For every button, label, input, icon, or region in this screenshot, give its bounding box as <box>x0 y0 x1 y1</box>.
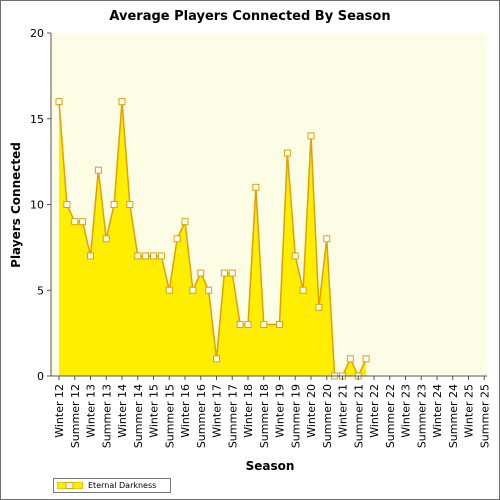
data-point-marker <box>228 269 236 277</box>
x-tick-label: Winter 12 <box>53 384 66 438</box>
data-point-marker <box>346 355 354 363</box>
x-tick-label: Winter 15 <box>148 384 161 438</box>
x-tick-label: Summer 15 <box>163 384 176 448</box>
data-point-marker <box>252 183 260 191</box>
x-tick-label: Winter 22 <box>368 384 381 438</box>
data-point-marker <box>220 269 228 277</box>
data-point-marker <box>134 252 142 260</box>
data-point-marker <box>79 218 87 226</box>
x-tick-label: Summer 24 <box>447 384 460 448</box>
x-tick-label: Summer 12 <box>69 384 82 448</box>
x-tick-label: Summer 13 <box>100 384 113 448</box>
data-point-marker <box>63 201 71 208</box>
legend-label: Eternal Darkness <box>88 481 157 490</box>
data-point-marker <box>181 218 189 226</box>
x-tick-label: Winter 14 <box>116 384 129 438</box>
data-point-marker <box>205 286 213 294</box>
x-tick-label: Winter 25 <box>463 384 476 438</box>
x-tick-label: Summer 19 <box>289 384 302 448</box>
legend: Eternal Darkness <box>53 478 171 493</box>
data-point-marker <box>118 98 126 106</box>
data-point-marker <box>283 149 291 157</box>
data-point-marker <box>315 303 323 311</box>
data-point-marker <box>299 286 307 294</box>
y-axis-label: Players Connected <box>9 142 23 268</box>
data-point-marker <box>165 286 173 294</box>
data-point-marker <box>276 321 283 329</box>
data-point-marker <box>362 355 370 363</box>
x-tick-label: Winter 24 <box>431 384 444 438</box>
data-point-marker <box>126 201 134 208</box>
data-point-marker <box>157 252 165 260</box>
x-tick-label: Winter 18 <box>242 384 255 438</box>
data-point-marker <box>173 235 181 243</box>
x-tick-label: Summer 25 <box>478 384 491 448</box>
x-tick-label: Summer 22 <box>384 384 397 448</box>
x-tick-label: Winter 19 <box>274 384 287 438</box>
x-tick-label: Winter 16 <box>179 384 192 438</box>
y-tick-label: 0 <box>37 370 44 383</box>
x-tick-label: Winter 17 <box>211 384 224 438</box>
x-tick-label: Winter 13 <box>85 384 98 438</box>
data-point-marker <box>244 321 252 329</box>
y-tick-label: 10 <box>30 199 44 212</box>
x-tick-label: Summer 14 <box>132 384 145 448</box>
x-tick-label: Summer 16 <box>195 384 208 448</box>
data-point-marker <box>55 98 63 106</box>
data-point-marker <box>291 252 299 260</box>
y-tick-label: 20 <box>30 27 44 40</box>
data-point-marker <box>94 166 102 174</box>
data-point-marker <box>307 132 315 140</box>
data-point-marker <box>260 321 268 329</box>
data-point-marker <box>213 355 220 363</box>
data-point-marker <box>323 235 331 243</box>
x-tick-label: Winter 23 <box>400 384 413 438</box>
data-point-marker <box>142 252 150 260</box>
x-tick-label: Summer 20 <box>321 384 334 448</box>
x-tick-label: Summer 17 <box>226 384 239 448</box>
x-axis-label: Season <box>245 459 295 473</box>
x-tick-label: Summer 21 <box>352 384 365 448</box>
series-area <box>59 101 367 376</box>
x-tick-label: Winter 21 <box>337 384 350 438</box>
data-point-marker <box>197 269 205 277</box>
data-point-marker <box>150 252 157 260</box>
x-tick-label: Summer 18 <box>258 384 271 448</box>
x-tick-label: Winter 20 <box>305 384 318 438</box>
data-point-marker <box>110 201 118 208</box>
data-point-marker <box>236 321 244 329</box>
data-point-marker <box>87 252 94 260</box>
y-tick-label: 5 <box>37 284 44 297</box>
x-tick-label: Summer 23 <box>415 384 428 448</box>
data-point-marker <box>189 286 197 294</box>
y-tick-label: 15 <box>30 113 44 126</box>
data-point-marker <box>102 235 110 243</box>
legend-swatch-icon <box>57 482 83 489</box>
data-point-marker <box>71 218 79 226</box>
chart-title: Average Players Connected By Season <box>109 9 391 24</box>
